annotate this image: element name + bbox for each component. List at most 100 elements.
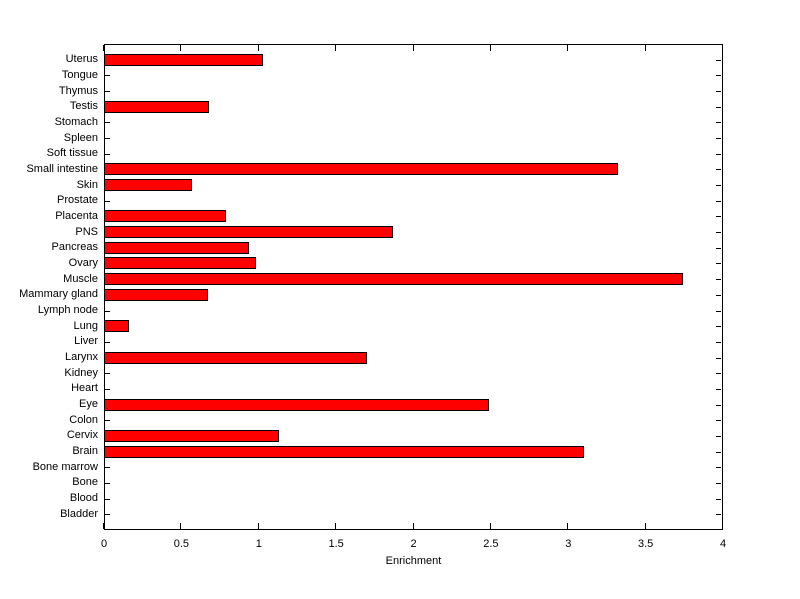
y-tick-label-pancreas: Pancreas xyxy=(51,241,98,253)
x-tick-top xyxy=(103,45,104,51)
y-tick-label-liver: Liver xyxy=(74,335,98,347)
y-tick-right xyxy=(716,295,721,296)
y-tick-right xyxy=(716,248,721,249)
y-tick-right xyxy=(716,107,721,108)
bar-eye xyxy=(104,399,489,411)
x-tick-top xyxy=(722,45,723,51)
y-tick-right xyxy=(716,389,721,390)
y-tick-label-bladder: Bladder xyxy=(60,508,98,520)
y-tick-right xyxy=(716,483,721,484)
y-tick-right xyxy=(716,452,721,453)
x-tick-label: 1.5 xyxy=(328,538,344,550)
bar-larynx xyxy=(104,352,367,364)
x-tick-label: 1 xyxy=(255,538,262,550)
y-tick-left xyxy=(105,420,110,421)
bar-muscle xyxy=(104,273,683,285)
bar-lung xyxy=(104,320,129,332)
y-tick-right xyxy=(716,279,721,280)
y-tick-right xyxy=(716,499,721,500)
y-tick-label-pns: PNS xyxy=(75,226,98,238)
y-tick-left xyxy=(105,389,110,390)
y-tick-label-mammary-gland: Mammary gland xyxy=(19,288,98,300)
x-tick-label: 2.5 xyxy=(483,538,499,550)
x-tick-bottom xyxy=(567,523,569,529)
y-tick-label-larynx: Larynx xyxy=(64,351,98,363)
x-tick-bottom xyxy=(412,523,414,529)
x-tick-bottom xyxy=(489,523,491,529)
y-tick-label-lung: Lung xyxy=(73,320,98,332)
x-tick-top xyxy=(180,45,182,51)
y-tick-right xyxy=(716,514,721,515)
y-tick-label-brain: Brain xyxy=(72,445,98,457)
bar-uterus xyxy=(104,54,263,66)
y-tick-label-kidney: Kidney xyxy=(64,367,98,379)
y-tick-label-spleen: Spleen xyxy=(63,132,98,144)
x-tick-bottom xyxy=(722,523,723,529)
y-tick-label-lymph-node: Lymph node xyxy=(37,304,98,316)
y-tick-right xyxy=(716,91,721,92)
bar-brain xyxy=(104,446,584,458)
y-tick-right xyxy=(716,436,721,437)
x-tick-bottom xyxy=(103,523,104,529)
y-tick-right xyxy=(716,326,721,327)
x-tick-label: 0.5 xyxy=(173,538,190,550)
y-tick-left xyxy=(105,75,110,76)
x-axis-label: Enrichment xyxy=(385,555,442,567)
y-tick-right xyxy=(716,232,721,233)
x-tick-bottom xyxy=(644,523,646,529)
bar-placenta xyxy=(104,210,226,222)
y-tick-label-prostate: Prostate xyxy=(57,194,98,206)
y-tick-label-heart: Heart xyxy=(71,382,98,394)
y-tick-label-bone-marrow: Bone marrow xyxy=(32,461,98,473)
y-tick-label-small-intestine: Small intestine xyxy=(26,163,98,175)
y-tick-label-blood: Blood xyxy=(69,492,98,504)
y-tick-left xyxy=(105,154,110,155)
x-tick-bottom xyxy=(257,523,259,529)
bar-ovary xyxy=(104,257,256,269)
x-tick-top xyxy=(412,45,414,51)
y-tick-left xyxy=(105,373,110,374)
x-tick-label: 2 xyxy=(410,538,417,550)
y-tick-right xyxy=(716,373,721,374)
bar-small-intestine xyxy=(104,163,618,175)
y-tick-right xyxy=(716,185,721,186)
y-tick-right xyxy=(716,138,721,139)
y-tick-right xyxy=(716,467,721,468)
y-tick-label-cervix: Cervix xyxy=(66,429,98,441)
y-tick-left xyxy=(105,138,110,139)
y-tick-label-eye: Eye xyxy=(79,398,98,410)
y-tick-left xyxy=(105,514,110,515)
y-tick-right xyxy=(716,342,721,343)
y-tick-label-bone: Bone xyxy=(72,476,98,488)
y-tick-label-muscle: Muscle xyxy=(63,273,98,285)
y-tick-right xyxy=(716,60,721,61)
y-tick-left xyxy=(105,201,110,202)
x-tick-bottom xyxy=(335,523,337,529)
x-tick-top xyxy=(257,45,259,51)
bar-skin xyxy=(104,179,192,191)
y-tick-left xyxy=(105,499,110,500)
y-tick-left xyxy=(105,91,110,92)
bar-cervix xyxy=(104,430,279,442)
y-tick-right xyxy=(716,358,721,359)
y-tick-left xyxy=(105,311,110,312)
x-tick-label: 4 xyxy=(719,538,727,550)
y-tick-right xyxy=(716,263,721,264)
y-tick-label-ovary: Ovary xyxy=(68,257,98,269)
bar-pancreas xyxy=(104,242,249,254)
x-tick-top xyxy=(644,45,646,51)
y-tick-label-thymus: Thymus xyxy=(58,85,98,97)
y-tick-right xyxy=(716,311,721,312)
y-tick-right xyxy=(716,420,721,421)
x-tick-top xyxy=(335,45,337,51)
y-tick-right xyxy=(716,201,721,202)
x-tick-label: 3.5 xyxy=(637,538,654,550)
y-tick-label-soft-tissue: Soft tissue xyxy=(46,147,98,159)
x-tick-top xyxy=(567,45,569,51)
y-tick-left xyxy=(105,122,110,123)
y-tick-right xyxy=(716,122,721,123)
y-tick-label-tongue: Tongue xyxy=(61,69,98,81)
x-tick-bottom xyxy=(180,523,182,529)
y-tick-label-uterus: Uterus xyxy=(65,53,98,65)
